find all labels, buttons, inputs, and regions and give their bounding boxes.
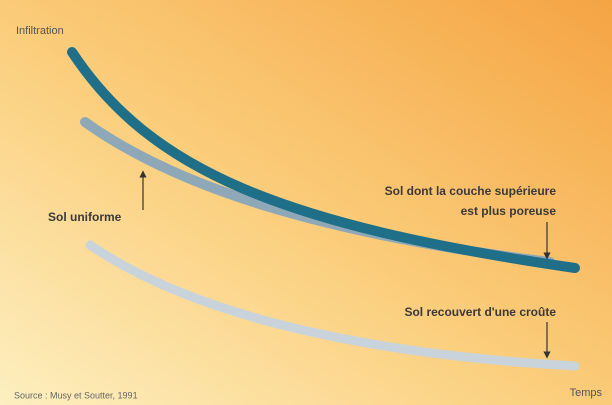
curve-label: est plus poreuse <box>461 204 557 218</box>
y-axis-label: Infiltration <box>16 25 64 37</box>
curve-label: Sol uniforme <box>48 210 122 224</box>
crust-curve <box>85 240 580 371</box>
curve-label: Sol dont la couche supérieure <box>385 184 557 198</box>
porous-curve <box>67 47 580 273</box>
curve-label: Sol recouvert d'une croûte <box>404 305 556 319</box>
source: Source : Musy et Soutter, 1991 <box>14 390 138 400</box>
x-axis-label: Temps <box>570 387 603 399</box>
